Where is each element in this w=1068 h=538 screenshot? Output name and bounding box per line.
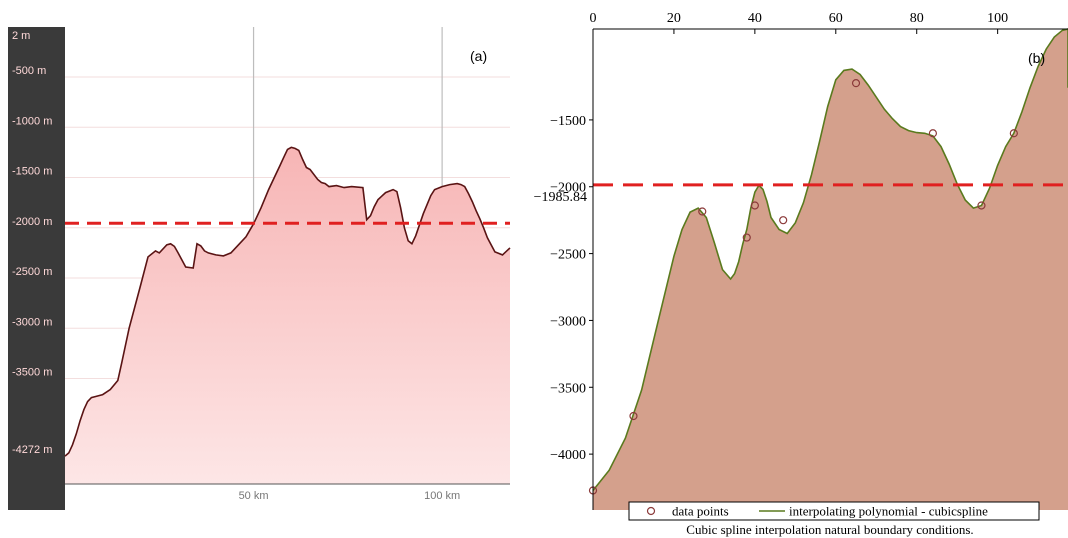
legend-entry-data-points: data points <box>672 504 729 519</box>
chart-a-area <box>65 147 510 484</box>
chart-b-spline-curve <box>592 28 1068 491</box>
chart-b-y-tick-label: −2500 <box>550 248 586 263</box>
chart-a-x-tick-label: 50 km <box>239 490 269 502</box>
legend-entry-interpolating-polynomial: interpolating polynomial - cubicspline <box>789 504 988 519</box>
chart-b-panel-label: (b) <box>1028 50 1045 66</box>
chart-a-panel-label: (a) <box>470 48 487 64</box>
chart-b-area <box>593 29 1068 510</box>
chart-b-y-tick-label: −4000 <box>550 448 586 463</box>
chart-b: 020406080100120 −1500−2000−2500−3000−350… <box>534 11 1068 537</box>
chart-b-data-point <box>629 411 638 421</box>
chart-b-x-tick-label: 20 <box>667 11 681 26</box>
chart-b-data-point <box>1009 129 1018 138</box>
chart-b-x-tick-labels: 020406080100120 <box>590 11 1008 34</box>
chart-a-x-tick-label: 100 km <box>424 490 460 502</box>
chart-a-y-tick-label: -2000 m <box>12 216 52 228</box>
chart-b-data-point <box>928 129 938 138</box>
chart-b-x-tick-label: 100 <box>987 11 1008 26</box>
chart-a-y-tick-label: -2500 m <box>12 266 52 278</box>
chart-b-y-tick-label: −1500 <box>550 114 586 129</box>
chart-a-y-tick-label: -3000 m <box>12 316 52 328</box>
chart-b-data-point <box>742 233 751 242</box>
chart-a-x-tick-labels: 50 km 100 km <box>239 490 461 502</box>
chart-a-y-tick-label: -500 m <box>12 65 46 77</box>
chart-b-y-tick-labels: −1500 −2000 −2500 −3000 −3500 −4000 <box>550 114 593 463</box>
chart-a-y-tick-label: -3500 m <box>12 366 52 378</box>
chart-a-axis-strip <box>8 27 65 510</box>
chart-b-x-tick-label: 80 <box>910 11 924 26</box>
chart-a-y-tick-label: -1500 m <box>12 166 52 178</box>
chart-b-y-tick-label: −3500 <box>550 381 586 396</box>
legend-data-points-marker <box>646 506 656 516</box>
chart-a-y-tick-label: -4272 m <box>12 444 52 456</box>
chart-a-y-tick-label: 2 m <box>12 30 30 42</box>
chart-a-y-tick-labels: 2 m -500 m -1000 m -1500 m -2000 m -2500 m -30… <box>12 30 52 456</box>
chart-b-x-tick-label: 60 <box>829 11 843 26</box>
chart-a: 2 m -500 m -1000 m -1500 m -2000 m -2500 m -30… <box>8 27 511 510</box>
chart-b-legend: data points interpolating polynomial - c… <box>628 501 1040 521</box>
chart-b-data-point <box>851 79 861 88</box>
chart-b-y-tick-label: −2000 <box>550 181 586 196</box>
chart-b-data-point <box>779 216 788 225</box>
chart-b-data-point <box>977 201 986 210</box>
chart-a-y-tick-label: -1000 m <box>12 115 52 127</box>
chart-b-y-tick-label: −3000 <box>550 314 586 329</box>
legend-box <box>628 501 1040 521</box>
chart-a-xaxis-strip <box>65 484 510 510</box>
chart-b-x-tick-label: 0 <box>590 11 597 26</box>
chart-b-data-points <box>588 79 1018 495</box>
chart-b-x-tick-label: 40 <box>748 11 762 26</box>
chart-b-data-point <box>698 207 707 216</box>
chart-a-profile-line <box>64 146 511 457</box>
chart-b-data-point <box>750 201 759 210</box>
chart-b-threshold-label: −1985.84 <box>534 190 587 205</box>
chart-b-caption: Cubic spline interpolation natural bound… <box>686 522 973 537</box>
